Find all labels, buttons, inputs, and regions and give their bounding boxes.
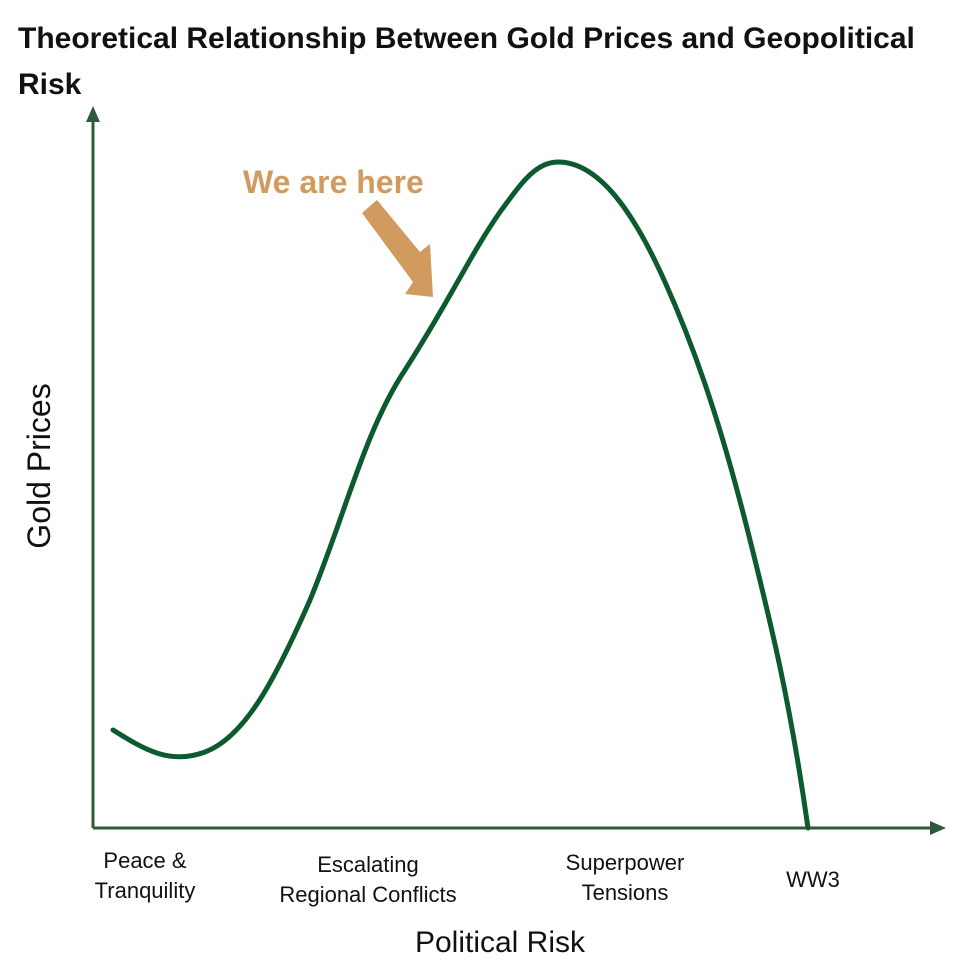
x-tick-label-line1: Superpower — [566, 850, 685, 875]
annotation-arrow — [362, 200, 433, 297]
x-tick-label-line2: Regional Conflicts — [279, 882, 456, 907]
chart-title: Theoretical Relationship Between Gold Pr… — [18, 22, 915, 101]
x-tick-label-line2: Tranquility — [95, 878, 196, 903]
x-axis-label: Political Risk — [415, 926, 586, 959]
x-axis-arrowhead — [930, 821, 946, 835]
gold-price-curve — [110, 159, 811, 831]
annotation-label: We are here — [243, 164, 424, 200]
x-tick-label-line2: Tensions — [582, 880, 669, 905]
y-axis-arrowhead — [86, 106, 100, 122]
x-tick-label-line1: Escalating — [317, 852, 419, 877]
x-tick-label-line1: Peace & — [103, 848, 186, 873]
x-tick-label-line1: WW3 — [786, 867, 840, 892]
y-axis-label: Gold Prices — [21, 383, 57, 548]
